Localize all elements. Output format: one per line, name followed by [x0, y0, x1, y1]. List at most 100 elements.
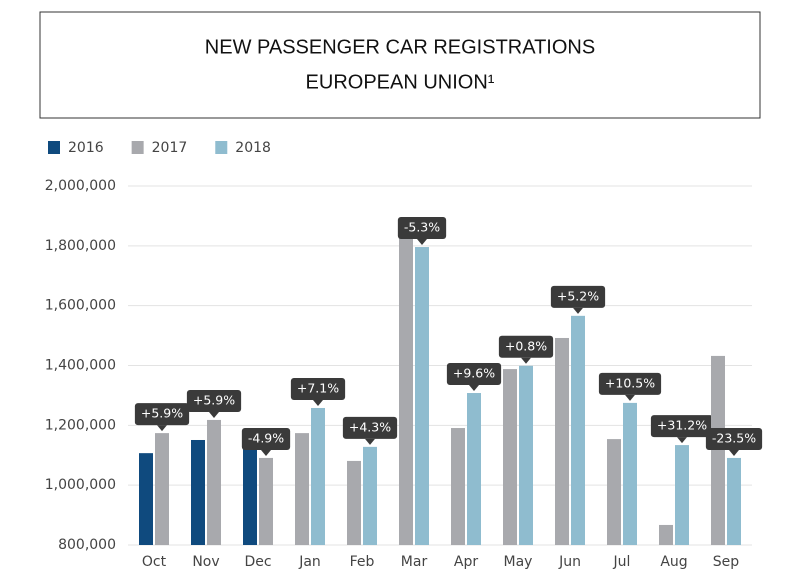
callout-box	[598, 372, 662, 395]
bar	[295, 433, 309, 545]
change-label: -5.3%	[404, 220, 440, 235]
x-tick-label: Mar	[401, 554, 428, 570]
legend-swatch	[48, 141, 60, 154]
bar	[259, 457, 273, 545]
change-callout: +5.2%	[550, 285, 606, 314]
callout-box	[397, 217, 447, 240]
bar	[207, 419, 221, 545]
change-callout: +0.8%	[498, 335, 554, 364]
change-callout: +31.2%	[650, 415, 714, 444]
bar	[347, 460, 361, 545]
bar	[503, 369, 517, 545]
title-box	[39, 11, 761, 119]
callout-box	[290, 377, 346, 400]
bar	[659, 524, 673, 545]
bar	[711, 355, 725, 545]
change-label: +10.5%	[605, 375, 655, 390]
change-label: +31.2%	[657, 418, 707, 433]
callout-box	[134, 403, 190, 426]
bar	[727, 457, 741, 545]
legend-swatch	[215, 141, 228, 154]
change-label: +5.2%	[557, 288, 599, 303]
change-callout: +5.9%	[134, 403, 190, 432]
y-tick-label: 1,200,000	[45, 417, 116, 433]
x-tick-label: Sep	[713, 554, 740, 570]
bar	[415, 247, 429, 545]
callout-box	[446, 363, 502, 386]
change-callout: +4.3%	[342, 416, 398, 445]
x-tick-label: Jan	[298, 554, 321, 570]
x-tick-label: Apr	[454, 554, 478, 570]
x-tick-label: Oct	[142, 554, 167, 570]
chart-subtitle: EUROPEAN UNION¹	[306, 71, 495, 93]
callout-box	[241, 427, 291, 450]
change-callout: -5.3%	[397, 217, 447, 246]
change-label: +0.8%	[505, 338, 547, 353]
legend-label: 2016	[68, 140, 104, 156]
bar	[399, 218, 413, 546]
change-label: +7.1%	[297, 380, 339, 395]
callout-box	[342, 416, 398, 439]
callout-pointer	[365, 438, 375, 445]
x-tick-label: Jul	[613, 554, 631, 570]
bar	[675, 445, 689, 545]
callout-box	[650, 415, 714, 438]
legend-label: 2017	[152, 140, 188, 156]
chart-title: NEW PASSENGER CAR REGISTRATIONS	[205, 36, 595, 58]
x-tick-label: Nov	[192, 554, 219, 570]
y-tick-label: 2,000,000	[45, 178, 116, 194]
change-label: +9.6%	[453, 366, 495, 381]
y-tick-label: 1,600,000	[45, 298, 116, 314]
y-tick-label: 1,800,000	[45, 238, 116, 254]
legend-label: 2018	[235, 140, 271, 156]
bar	[607, 439, 621, 545]
bar	[623, 402, 637, 545]
callout-pointer	[261, 449, 271, 456]
change-label: -4.9%	[248, 430, 284, 445]
change-callout: -23.5%	[705, 427, 763, 456]
x-tick-label: Jun	[558, 554, 581, 570]
x-tick-label: May	[504, 554, 533, 570]
bar	[191, 439, 205, 545]
y-tick-label: 1,400,000	[45, 358, 116, 374]
change-callout: +10.5%	[598, 372, 662, 401]
change-label: +5.9%	[141, 406, 183, 421]
bar	[519, 365, 533, 545]
change-callout: -4.9%	[241, 427, 291, 456]
callout-box	[186, 389, 242, 412]
y-tick-label: 1,000,000	[45, 477, 116, 493]
bar	[571, 315, 585, 545]
change-label: -23.5%	[712, 430, 756, 445]
bar	[451, 428, 465, 545]
callout-pointer	[729, 449, 739, 456]
callout-box	[705, 427, 763, 450]
bar	[467, 393, 481, 545]
callout-box	[550, 285, 606, 308]
bar	[311, 407, 325, 545]
bar	[243, 440, 257, 545]
callout-pointer	[157, 425, 167, 432]
callout-pointer	[469, 385, 479, 392]
change-label: +4.3%	[349, 419, 391, 434]
bar	[155, 433, 169, 545]
y-tick-label: 800,000	[58, 537, 116, 553]
change-callout: +5.9%	[186, 389, 242, 418]
bar	[555, 337, 569, 545]
callout-pointer	[313, 399, 323, 406]
change-label: +5.9%	[193, 392, 235, 407]
callout-pointer	[209, 411, 219, 418]
change-callout: +9.6%	[446, 363, 502, 392]
callout-pointer	[625, 394, 635, 401]
callout-pointer	[677, 437, 687, 444]
x-tick-label: Dec	[244, 554, 271, 570]
bar	[363, 446, 377, 545]
legend-swatch	[131, 141, 144, 154]
bar	[139, 453, 153, 545]
callout-box	[498, 335, 554, 358]
callout-pointer	[573, 307, 583, 314]
change-callout: +7.1%	[290, 377, 346, 406]
x-tick-label: Aug	[660, 554, 687, 570]
callout-pointer	[521, 357, 531, 364]
x-tick-label: Feb	[350, 554, 375, 570]
